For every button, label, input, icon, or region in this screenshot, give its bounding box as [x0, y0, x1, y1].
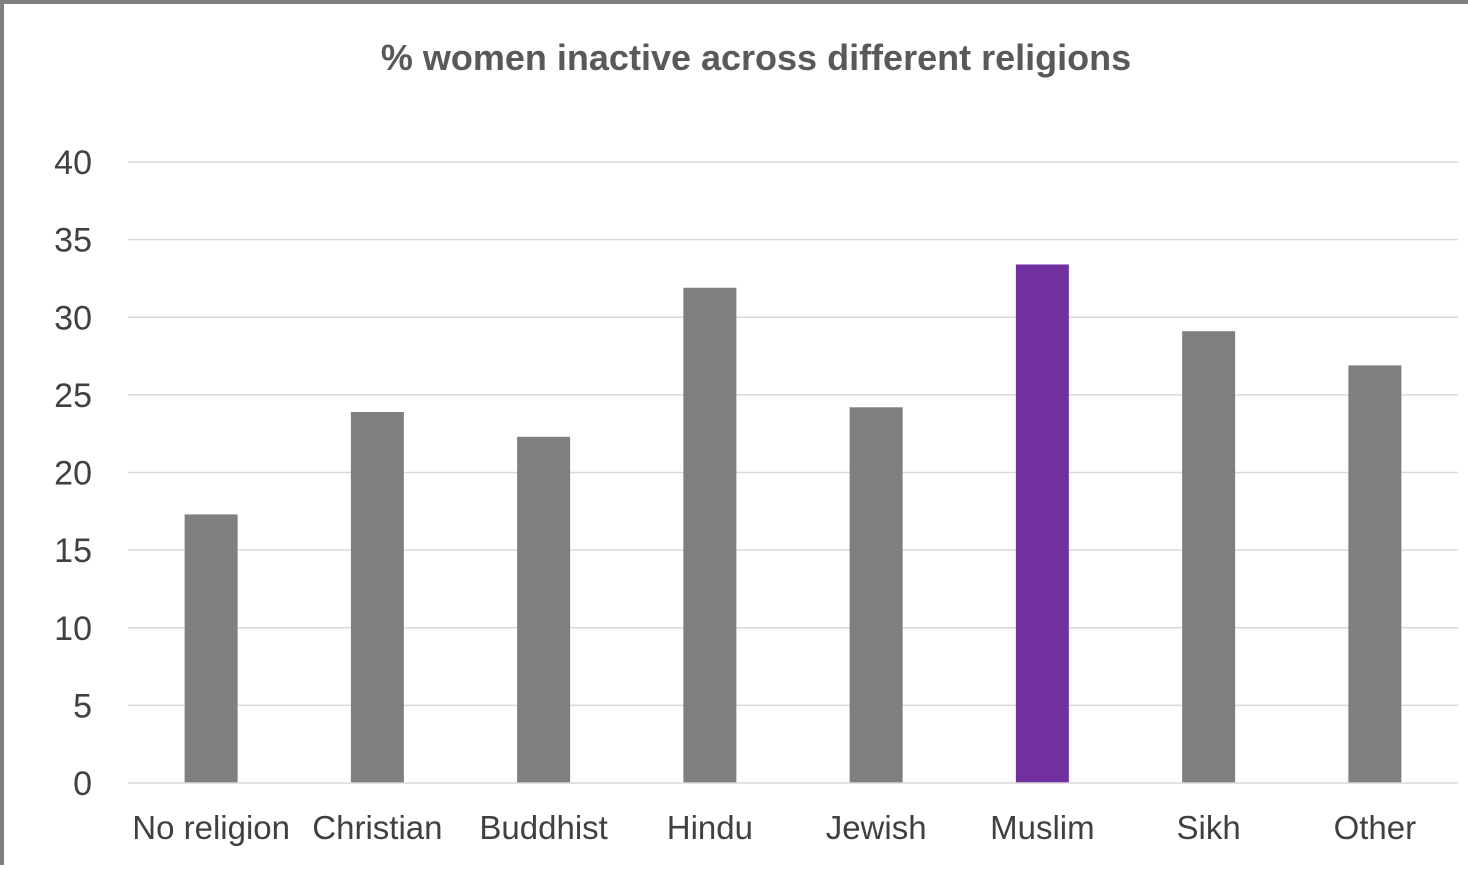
bar-christian [350, 411, 404, 783]
x-category-label: Hindu [667, 809, 753, 846]
x-category-label: No religion [132, 809, 290, 846]
y-tick-label: 20 [54, 455, 92, 493]
bar-muslim [1015, 264, 1069, 784]
y-tick-label: 40 [54, 144, 92, 182]
bar-no-religion [184, 514, 238, 783]
bar-jewish [849, 407, 903, 783]
x-category-label: Sikh [1177, 809, 1241, 846]
bar-sikh [1182, 331, 1236, 783]
y-tick-label: 30 [54, 299, 92, 337]
y-tick-label: 25 [54, 377, 92, 415]
y-tick-label: 10 [54, 610, 92, 648]
x-category-label: Jewish [826, 809, 927, 846]
bar-hindu [683, 287, 737, 783]
bars [184, 264, 1402, 784]
y-tick-label: 0 [73, 765, 92, 803]
gridlines [128, 161, 1458, 707]
bar-other [1348, 365, 1402, 783]
y-tick-label: 35 [54, 222, 92, 260]
y-tick-label: 15 [54, 532, 92, 570]
bar-chart: % women inactive across different religi… [54, 37, 1458, 846]
x-category-label: Other [1334, 809, 1417, 846]
x-category-label: Muslim [990, 809, 1095, 846]
y-tick-label: 5 [73, 687, 92, 725]
y-axis-tick-labels: 0 5 10 15 20 25 30 35 40 [54, 144, 92, 803]
bar-buddhist [517, 436, 571, 783]
chart-title: % women inactive across different religi… [381, 37, 1131, 78]
x-category-label: Buddhist [479, 809, 607, 846]
x-axis-category-labels: No religion Christian Buddhist Hindu Jewish M… [132, 809, 1416, 846]
x-category-label: Christian [312, 809, 442, 846]
